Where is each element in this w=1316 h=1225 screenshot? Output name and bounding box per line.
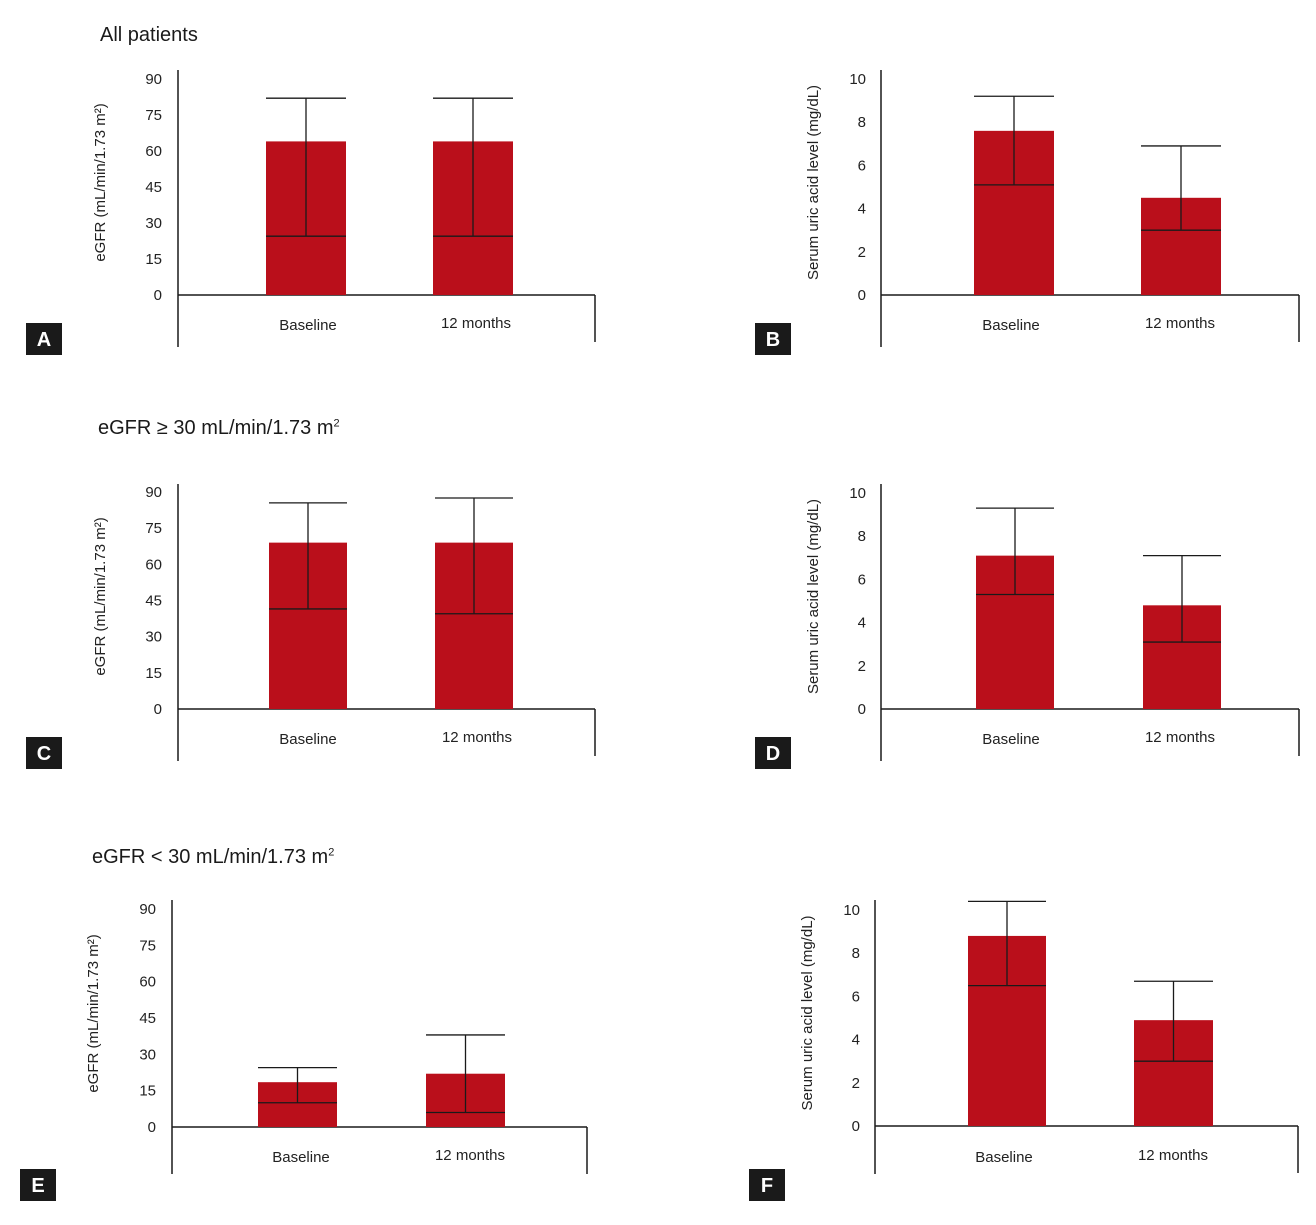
y-tick-label: 15 bbox=[145, 251, 162, 268]
chart-panel-a: 0 15 30 45 60 75 90 eGFR (mL/min/1.73 m²) Baseli… bbox=[26, 70, 596, 355]
y-tick-label: 0 bbox=[858, 287, 866, 304]
x-category-label: 12 months bbox=[1145, 315, 1215, 332]
y-tick-label: 6 bbox=[858, 571, 866, 588]
y-tick-label: 15 bbox=[139, 1083, 156, 1100]
y-tick-label: 10 bbox=[849, 485, 866, 502]
y-tick-label: 10 bbox=[849, 71, 866, 88]
y-axis-label: Serum uric acid level (mg/dL) bbox=[799, 915, 816, 1110]
x-category-label: Baseline bbox=[982, 731, 1040, 748]
section-title-egfr-lt-30: eGFR < 30 mL/min/1.73 m2 bbox=[92, 846, 334, 869]
y-tick-label: 0 bbox=[154, 287, 162, 304]
y-tick-label: 0 bbox=[154, 701, 162, 718]
y-tick-label: 8 bbox=[858, 528, 866, 545]
panel-label: F bbox=[761, 1175, 773, 1197]
y-tick-label: 0 bbox=[148, 1119, 156, 1136]
y-tick-label: 4 bbox=[858, 201, 866, 218]
y-tick-label: 2 bbox=[858, 244, 866, 261]
y-tick-label: 6 bbox=[858, 157, 866, 174]
panel-label-box bbox=[749, 1169, 785, 1201]
panel-label-box bbox=[755, 737, 791, 769]
y-tick-label: 8 bbox=[852, 945, 860, 962]
y-tick-label: 60 bbox=[145, 556, 162, 573]
y-tick-label: 90 bbox=[145, 484, 162, 501]
y-tick-label: 15 bbox=[145, 665, 162, 682]
x-category-label: Baseline bbox=[272, 1149, 330, 1166]
y-axis-label: Serum uric acid level (mg/dL) bbox=[805, 85, 822, 280]
x-category-label: 12 months bbox=[1138, 1147, 1208, 1164]
panel-label: B bbox=[766, 329, 780, 351]
chart-panel-c: 0 15 30 45 60 75 90 eGFR (mL/min/1.73 m²) Baseli… bbox=[26, 484, 596, 769]
y-axis-label: eGFR (mL/min/1.73 m²) bbox=[85, 934, 102, 1092]
x-category-label: Baseline bbox=[982, 317, 1040, 334]
y-tick-label: 75 bbox=[139, 937, 156, 954]
y-tick-label: 2 bbox=[852, 1075, 860, 1092]
y-tick-label: 2 bbox=[858, 658, 866, 675]
x-category-label: Baseline bbox=[279, 731, 337, 748]
section-title-text: All patients bbox=[100, 24, 198, 46]
panel-label-box bbox=[755, 323, 791, 355]
chart-panel-b: 0 2 4 6 8 10 Serum uric acid level (mg/dL) Base… bbox=[755, 70, 1300, 355]
x-category-label: Baseline bbox=[279, 317, 337, 334]
section-title-all-patients: All patients bbox=[100, 24, 198, 47]
y-tick-label: 45 bbox=[145, 593, 162, 610]
section-title-sup: 2 bbox=[328, 846, 335, 859]
y-tick-label: 10 bbox=[843, 902, 860, 919]
y-tick-label: 90 bbox=[139, 901, 156, 918]
y-tick-label: 4 bbox=[852, 1032, 860, 1049]
panel-label: E bbox=[31, 1175, 44, 1197]
panel-label-box bbox=[26, 323, 62, 355]
section-title-text: eGFR ≥ 30 mL/min/1.73 m bbox=[98, 417, 334, 439]
panel-label: A bbox=[37, 329, 51, 351]
y-tick-label: 30 bbox=[145, 629, 162, 646]
chart-panel-e: 0 15 30 45 60 75 90 eGFR (mL/min/1.73 m²) Baseli… bbox=[20, 900, 588, 1201]
y-tick-label: 75 bbox=[145, 520, 162, 537]
y-tick-label: 30 bbox=[139, 1046, 156, 1063]
x-category-label: 12 months bbox=[1145, 729, 1215, 746]
y-tick-label: 0 bbox=[858, 701, 866, 718]
y-tick-label: 60 bbox=[139, 974, 156, 991]
y-axis-label: eGFR (mL/min/1.73 m²) bbox=[92, 103, 109, 261]
y-tick-label: 8 bbox=[858, 114, 866, 131]
panel-label-box bbox=[26, 737, 62, 769]
section-title-text: eGFR < 30 mL/min/1.73 m bbox=[92, 846, 329, 868]
panel-label: D bbox=[766, 743, 780, 765]
y-axis-label: Serum uric acid level (mg/dL) bbox=[805, 499, 822, 694]
panel-label: C bbox=[37, 743, 51, 765]
y-tick-label: 30 bbox=[145, 215, 162, 232]
y-tick-label: 45 bbox=[139, 1010, 156, 1027]
panel-label-box bbox=[20, 1169, 56, 1201]
y-tick-label: 4 bbox=[858, 615, 866, 632]
y-axis-label: eGFR (mL/min/1.73 m²) bbox=[92, 517, 109, 675]
y-tick-label: 45 bbox=[145, 179, 162, 196]
chart-panel-f: 0 2 4 6 8 10 Serum uric acid level (mg/dL) Base… bbox=[749, 900, 1299, 1201]
chart-panel-d: 0 2 4 6 8 10 Serum uric acid level (mg/dL) Base… bbox=[755, 484, 1300, 769]
x-category-label: Baseline bbox=[975, 1149, 1033, 1166]
y-tick-label: 60 bbox=[145, 143, 162, 160]
y-tick-label: 0 bbox=[852, 1118, 860, 1135]
x-category-label: 12 months bbox=[435, 1147, 505, 1164]
x-category-label: 12 months bbox=[441, 315, 511, 332]
y-tick-label: 6 bbox=[852, 988, 860, 1005]
section-title-egfr-ge-30: eGFR ≥ 30 mL/min/1.73 m2 bbox=[98, 417, 340, 440]
y-tick-label: 90 bbox=[145, 71, 162, 88]
x-category-label: 12 months bbox=[442, 729, 512, 746]
y-tick-label: 75 bbox=[145, 107, 162, 124]
section-title-sup: 2 bbox=[333, 417, 340, 430]
